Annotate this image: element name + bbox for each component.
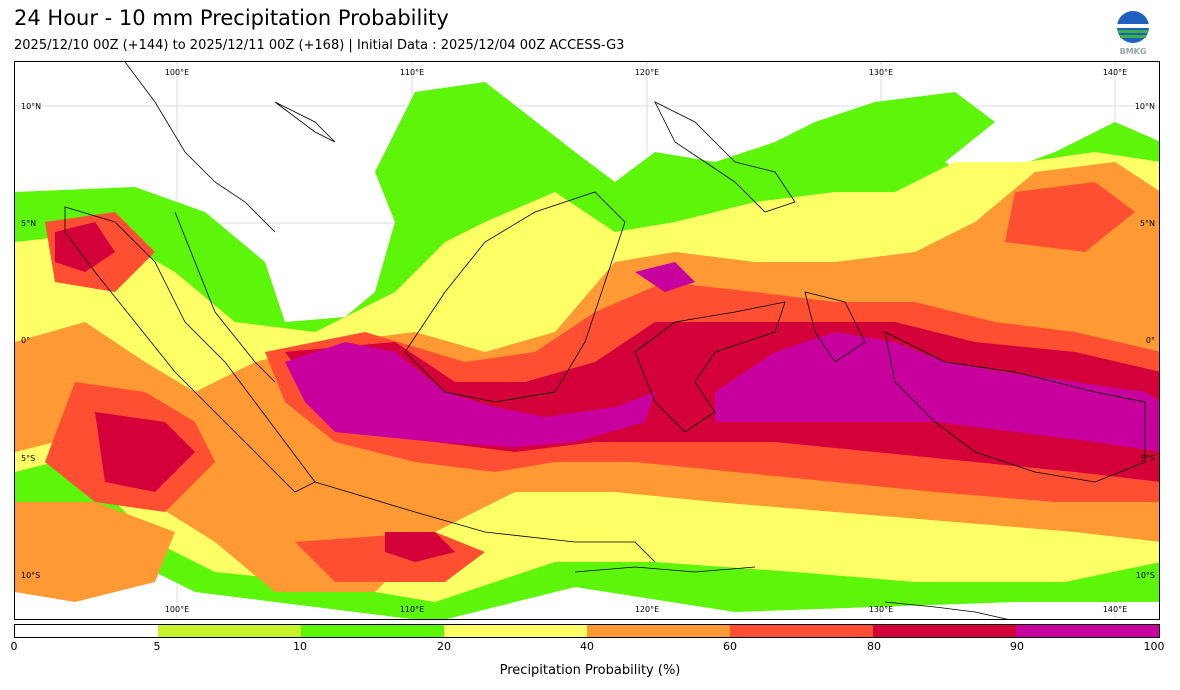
precipitation-map: 100°E 110°E 120°E 130°E 140°E 100°E 110°… xyxy=(14,61,1160,620)
colorbar-tick-80: 80 xyxy=(867,640,881,653)
lat-label-0-left: 0° xyxy=(21,336,30,345)
colorbar-seg-0-5 xyxy=(15,625,158,637)
lon-label-100e-bottom: 100°E xyxy=(165,605,189,614)
colorbar-seg-60-80 xyxy=(730,625,873,637)
lat-label-10s-right: 10°S xyxy=(1136,571,1155,580)
colorbar-tick-20: 20 xyxy=(437,640,451,653)
logo-text: BMKG xyxy=(1120,47,1147,56)
lat-label-5n-left: 5°N xyxy=(21,219,36,228)
lon-label-130e-top: 130°E xyxy=(869,68,893,77)
colorbar-tick-60: 60 xyxy=(723,640,737,653)
lat-label-5n-right: 5°N xyxy=(1140,219,1155,228)
colorbar xyxy=(14,624,1160,638)
lat-label-10n-right: 10°N xyxy=(1135,102,1155,111)
lon-label-110e-bottom: 110°E xyxy=(400,605,424,614)
colorbar-seg-10-20 xyxy=(301,625,444,637)
lon-label-130e-bottom: 130°E xyxy=(869,605,893,614)
lat-label-10n-left: 10°N xyxy=(21,102,41,111)
lat-label-5s-right: 5°S xyxy=(1141,454,1155,463)
coastlines xyxy=(64,62,1146,619)
colorbar-tick-0: 0 xyxy=(10,640,18,653)
lon-label-120e-bottom: 120°E xyxy=(635,605,659,614)
lon-label-140e-bottom: 140°E xyxy=(1103,605,1127,614)
lat-label-0-right: 0° xyxy=(1146,336,1155,345)
colorbar-label: Precipitation Probability (%) xyxy=(499,663,681,678)
lon-label-100e-top: 100°E xyxy=(165,68,189,77)
lon-label-110e-top: 110°E xyxy=(400,68,424,77)
chart-subtitle: 2025/12/10 00Z (+144) to 2025/12/11 00Z … xyxy=(14,38,625,53)
lat-labels-left: 10°N 5°N 0° 5°S 10°S xyxy=(21,102,41,580)
colorbar-seg-90-100 xyxy=(1016,625,1159,637)
lon-labels-bottom: 100°E 110°E 120°E 130°E 140°E xyxy=(165,605,1127,614)
colorbar-seg-80-90 xyxy=(873,625,1016,637)
colorbar-tick-90: 90 xyxy=(1010,640,1024,653)
lon-label-120e-top: 120°E xyxy=(635,68,659,77)
lat-label-10s-left: 10°S xyxy=(21,571,40,580)
colorbar-seg-5-10 xyxy=(158,625,301,637)
colorbar-seg-40-60 xyxy=(587,625,730,637)
chart-title: 24 Hour - 10 mm Precipitation Probabilit… xyxy=(14,6,449,30)
lat-label-5s-left: 5°S xyxy=(21,454,35,463)
lon-labels-top: 100°E 110°E 120°E 130°E 140°E xyxy=(165,68,1127,77)
colorbar-ticks: 0 5 10 20 40 60 80 90 100 xyxy=(10,640,1165,656)
colorbar-tick-100: 100 xyxy=(1143,640,1165,653)
colorbar-seg-20-40 xyxy=(444,625,587,637)
prob-90-100-layer xyxy=(285,262,1159,452)
bmkg-logo: BMKG xyxy=(1117,11,1149,56)
lon-label-140e-top: 140°E xyxy=(1103,68,1127,77)
map-canvas: 100°E 110°E 120°E 130°E 140°E 100°E 110°… xyxy=(15,62,1159,619)
colorbar-tick-5: 5 xyxy=(153,640,161,653)
colorbar-tick-10: 10 xyxy=(293,640,307,653)
colorbar-tick-40: 40 xyxy=(580,640,594,653)
lat-labels-right: 10°N 5°N 0° 5°S 10°S xyxy=(1135,102,1155,580)
